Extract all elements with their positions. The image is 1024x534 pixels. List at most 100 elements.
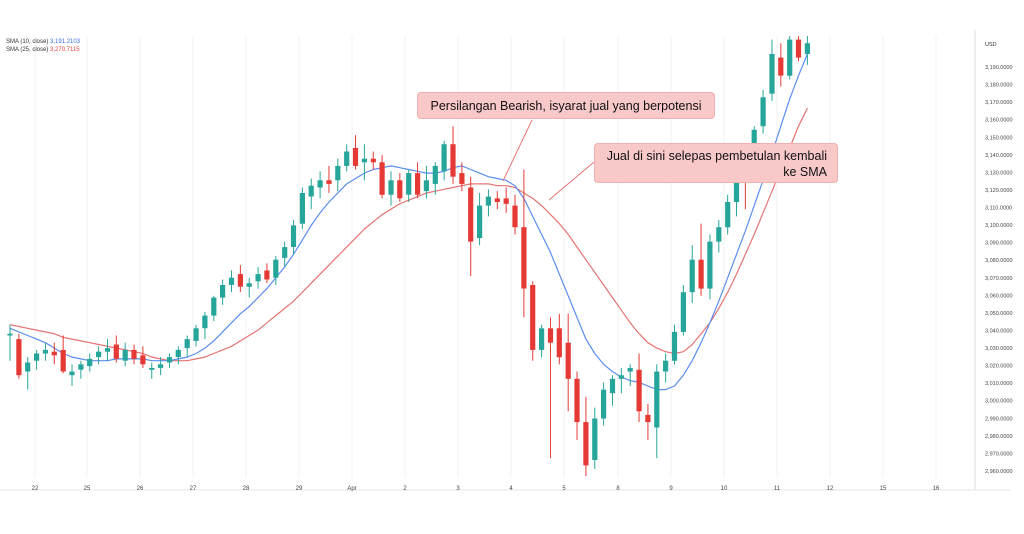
- legend-sma-fast-value: 3,191.2103: [50, 39, 81, 45]
- x-tick-label: 4: [509, 486, 513, 492]
- candle-body: [299, 193, 305, 224]
- candle-body: [237, 274, 243, 287]
- x-tick-label: 29: [296, 486, 303, 492]
- x-tick-label: 3: [456, 486, 460, 492]
- candle-body: [140, 355, 146, 365]
- candle-body: [282, 247, 288, 258]
- y-tick-label: 3,030.0000: [985, 346, 1013, 352]
- candle: [131, 344, 137, 365]
- candle: [778, 43, 784, 87]
- candle: [7, 324, 13, 361]
- candle: [406, 169, 412, 202]
- candle: [592, 407, 598, 469]
- candle-body: [574, 378, 580, 423]
- candle-body: [733, 173, 740, 202]
- candle-body: [78, 364, 84, 370]
- candle: [530, 281, 536, 361]
- candle: [663, 353, 669, 383]
- candle: [627, 364, 633, 386]
- x-axis: 22 25 26 27 28 29 Apr 2 3 4 5 8 9 10 11 12 15 16: [0, 486, 1010, 492]
- candle-body: [627, 368, 633, 372]
- candle-body: [565, 342, 571, 379]
- candle: [78, 360, 84, 379]
- candle-body: [379, 162, 385, 195]
- y-tick-label: 3,140.0000: [985, 153, 1013, 159]
- candle: [149, 362, 155, 379]
- candle: [60, 335, 66, 374]
- candle-body: [547, 328, 554, 343]
- candle: [441, 140, 447, 181]
- candle: [308, 178, 314, 210]
- candle: [539, 324, 545, 358]
- candle: [804, 36, 810, 65]
- candle-body: [539, 328, 545, 350]
- candle-body: [264, 270, 270, 280]
- candle: [175, 346, 181, 365]
- candle-body: [228, 277, 235, 285]
- candle: [574, 371, 580, 441]
- candle: [636, 353, 642, 423]
- candle-body: [104, 348, 111, 352]
- candle: [104, 339, 111, 361]
- y-tick-label: 3,000.0000: [985, 399, 1013, 405]
- candle: [370, 151, 376, 170]
- candle-body: [193, 328, 199, 341]
- candle-body: [220, 285, 226, 298]
- candle: [609, 375, 616, 406]
- candle: [547, 317, 554, 459]
- x-tick-label: 22: [32, 486, 39, 492]
- candle: [255, 266, 261, 289]
- candle-body: [175, 349, 181, 358]
- candle: [618, 367, 624, 394]
- candle: [246, 277, 252, 298]
- candle-body: [423, 180, 429, 192]
- candle-body: [556, 328, 562, 358]
- candle-body: [636, 369, 642, 412]
- candle: [450, 126, 456, 184]
- candle-body: [273, 259, 279, 278]
- candle: [477, 192, 483, 246]
- candle-body: [787, 39, 793, 76]
- legend-sma-slow: SMA (25, close) 3,270.7115: [6, 46, 80, 54]
- y-tick-label: 3,050.0000: [985, 311, 1013, 317]
- candle: [96, 346, 102, 365]
- candle-body: [450, 144, 456, 177]
- candle-body: [432, 165, 438, 184]
- candle: [645, 404, 651, 441]
- candle: [468, 176, 474, 276]
- candle: [415, 162, 421, 199]
- candle-body: [689, 259, 695, 293]
- indicator-legend: SMA (10, close) 3,191.2103 SMA (25, clos…: [6, 38, 80, 54]
- candle-body: [485, 196, 491, 206]
- candle-body: [592, 418, 598, 460]
- candle: [680, 284, 686, 336]
- candle: [264, 263, 270, 284]
- candle-body: [397, 180, 403, 199]
- candle: [565, 313, 571, 412]
- candle-body: [725, 202, 731, 228]
- candle: [671, 324, 678, 365]
- candle-body: [166, 357, 173, 363]
- candle: [228, 270, 235, 293]
- candle: [707, 234, 713, 300]
- y-tick-label: 3,110.0000: [985, 206, 1012, 212]
- x-tick-label: 26: [137, 486, 144, 492]
- x-tick-label: 2: [403, 486, 407, 492]
- candle-body: [308, 185, 314, 197]
- pointer-bearish-cross: [502, 119, 533, 182]
- candle: [503, 187, 509, 213]
- candle-body: [42, 349, 48, 354]
- candle: [273, 256, 279, 285]
- candle-body: [69, 371, 75, 376]
- candle-body: [503, 198, 509, 204]
- y-tick-label: 3,180.0000: [985, 83, 1013, 89]
- candle-body: [795, 39, 802, 58]
- candle-body: [87, 358, 93, 367]
- candle: [237, 265, 243, 293]
- y-tick-label: 3,160.0000: [985, 118, 1013, 124]
- candle: [299, 187, 305, 230]
- candle-body: [609, 378, 616, 394]
- candle: [760, 90, 766, 134]
